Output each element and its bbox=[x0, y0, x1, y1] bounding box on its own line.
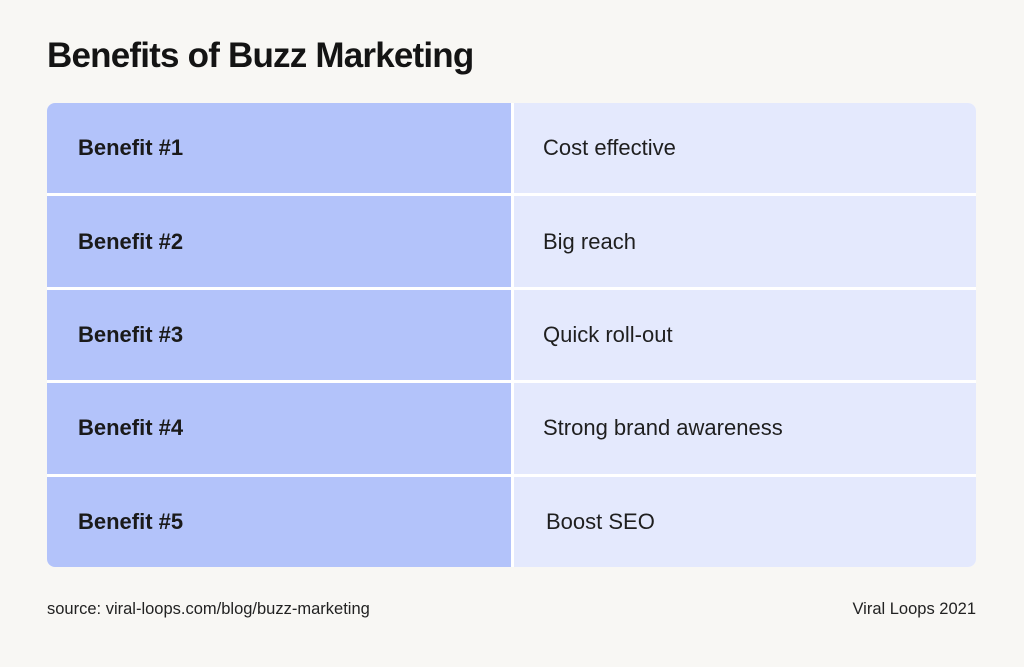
table-row-label: Benefit #2 bbox=[47, 196, 511, 287]
credit-caption: Viral Loops 2021 bbox=[852, 600, 976, 618]
table-row-label: Benefit #1 bbox=[47, 103, 511, 194]
table-row-value: Boost SEO bbox=[514, 476, 976, 567]
table-row-label: Benefit #5 bbox=[47, 476, 511, 567]
table-row-value: Strong brand awareness bbox=[514, 383, 976, 474]
column-divider bbox=[511, 289, 514, 381]
column-divider bbox=[511, 476, 514, 567]
table-row-label: Benefit #4 bbox=[47, 383, 511, 474]
source-caption: source: viral-loops.com/blog/buzz-market… bbox=[47, 600, 370, 618]
column-divider bbox=[511, 196, 514, 287]
table-row-value: Cost effective bbox=[514, 103, 976, 194]
page-title: Benefits of Buzz Marketing bbox=[47, 36, 474, 75]
column-divider bbox=[511, 383, 514, 474]
table-row-value: Quick roll-out bbox=[514, 289, 976, 381]
table-row-value: Big reach bbox=[514, 196, 976, 287]
benefits-table: Benefit #1 Cost effective Benefit #2 Big… bbox=[47, 103, 976, 567]
table-row-label: Benefit #3 bbox=[47, 289, 511, 381]
column-divider bbox=[511, 103, 514, 194]
